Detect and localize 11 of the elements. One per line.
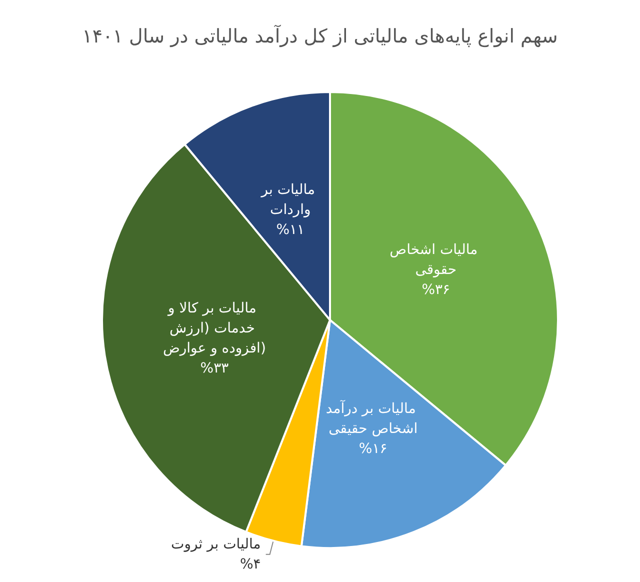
slice-label: مالیات بر کالا و خدمات (ارزش افزوده و عوارض) <box>162 300 266 356</box>
slice-label: مالیات بر واردات <box>260 182 320 218</box>
data-label: %۱۱ <box>276 222 305 238</box>
data-label: %۴ <box>240 556 261 572</box>
slice-label: مالیات بر ثروت <box>171 536 261 552</box>
slice-label: مالیات بر درآمد اشخاص حقیقی <box>326 398 420 437</box>
chart-title: سهم انواع پایه‌های مالیاتی از کل درآمد مالیاتی در سال ۱۴۰۱ <box>82 24 558 48</box>
data-label: %۱۶ <box>358 440 388 457</box>
data-label: %۳۳ <box>200 360 230 376</box>
slice-label: مالیات اشخاص حقوقی <box>390 242 482 278</box>
data-label: %۳۶ <box>422 282 450 298</box>
